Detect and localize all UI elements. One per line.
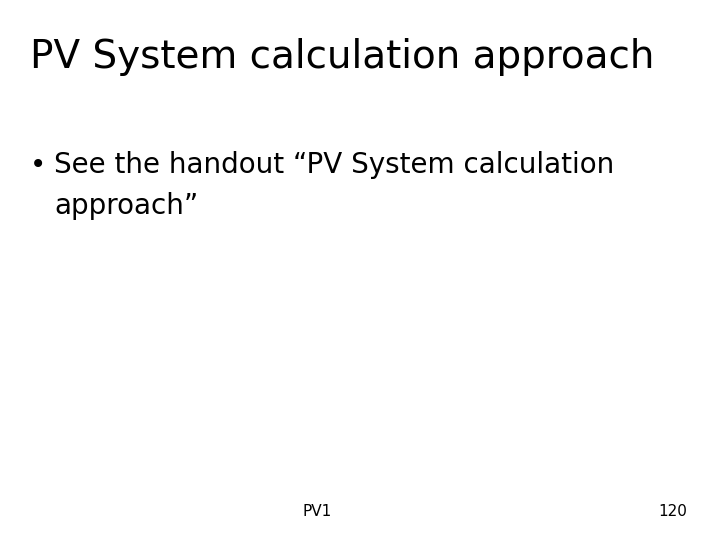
Text: See the handout “PV System calculation: See the handout “PV System calculation: [54, 151, 614, 179]
Text: approach”: approach”: [54, 192, 198, 220]
Text: PV1: PV1: [302, 504, 331, 519]
Text: 120: 120: [659, 504, 688, 519]
Text: •: •: [30, 151, 47, 179]
Text: PV System calculation approach: PV System calculation approach: [30, 38, 654, 76]
